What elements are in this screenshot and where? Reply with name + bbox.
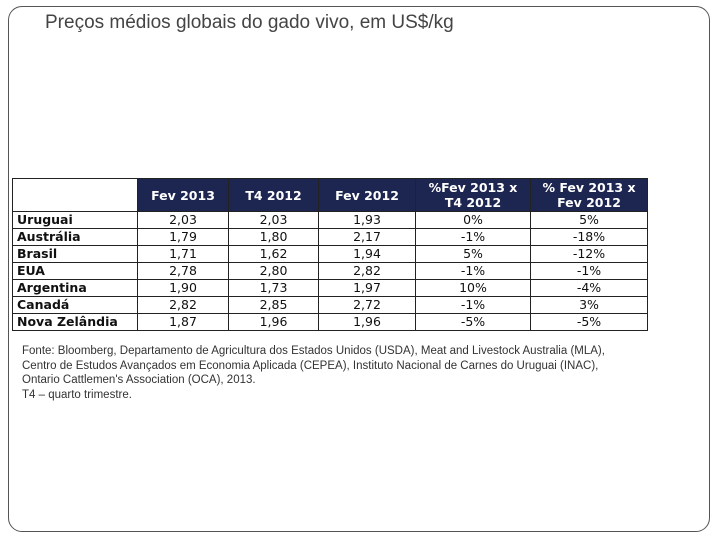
footnote-line: T4 – quarto trimestre. [22, 388, 132, 401]
cell: 1,80 [228, 228, 319, 246]
cell: -12% [530, 245, 648, 263]
cell: 10% [415, 279, 531, 297]
table-row: Austrália 1,79 1,80 2,17 -1% -18% [12, 228, 648, 246]
slide-title: Preços médios globais do gado vivo, em U… [45, 12, 454, 33]
row-label: EUA [12, 262, 138, 280]
table-row: Canadá 2,82 2,85 2,72 -1% 3% [12, 296, 648, 314]
cell: -1% [415, 296, 531, 314]
footnote: Fonte: Bloomberg, Departamento de Agricu… [22, 344, 605, 402]
row-label: Uruguai [12, 211, 138, 229]
cell: -1% [415, 228, 531, 246]
table-row: Uruguai 2,03 2,03 1,93 0% 5% [12, 211, 648, 229]
cell: 2,82 [137, 296, 229, 314]
cell: 0% [415, 211, 531, 229]
cell: 1,93 [318, 211, 416, 229]
header-cell: Fev 2013 [137, 178, 229, 212]
row-label: Brasil [12, 245, 138, 263]
cell: 1,73 [228, 279, 319, 297]
cell: 2,17 [318, 228, 416, 246]
row-label: Austrália [12, 228, 138, 246]
cell: 2,03 [228, 211, 319, 229]
row-label: Canadá [12, 296, 138, 314]
cell: -1% [415, 262, 531, 280]
cell: 1,96 [318, 313, 416, 331]
cell: 2,85 [228, 296, 319, 314]
cell: 5% [415, 245, 531, 263]
cell: -18% [530, 228, 648, 246]
cell: 1,90 [137, 279, 229, 297]
price-table: Fev 2013 T4 2012 Fev 2012 %Fev 2013 x T4 20… [12, 178, 648, 331]
cell: 1,79 [137, 228, 229, 246]
cell: 1,71 [137, 245, 229, 263]
header-cell: Fev 2012 [318, 178, 416, 212]
cell: -5% [415, 313, 531, 331]
cell: 1,96 [228, 313, 319, 331]
table-row: EUA 2,78 2,80 2,82 -1% -1% [12, 262, 648, 280]
cell: -1% [530, 262, 648, 280]
cell: 2,80 [228, 262, 319, 280]
header-cell: % Fev 2013 x Fev 2012 [530, 178, 648, 212]
table-body: Uruguai 2,03 2,03 1,93 0% 5% Austrália 1,79 1,80… [12, 211, 648, 331]
cell: 2,82 [318, 262, 416, 280]
table-row: Nova Zelândia 1,87 1,96 1,96 -5% -5% [12, 313, 648, 331]
header-cell: T4 2012 [228, 178, 319, 212]
footnote-line: Ontario Cattlemen's Association (OCA), 2… [22, 374, 256, 386]
footnote-line: Centro de Estudos Avançados em Economia … [22, 359, 599, 372]
footnote-line: Fonte: Bloomberg, Departamento de Agricu… [22, 345, 605, 357]
cell: 2,03 [137, 211, 229, 229]
cell: 1,97 [318, 279, 416, 297]
cell: 2,78 [137, 262, 229, 280]
slide-frame [8, 6, 710, 532]
header-row: Fev 2013 T4 2012 Fev 2012 %Fev 2013 x T4 20… [12, 178, 648, 212]
cell: -5% [530, 313, 648, 331]
cell: -4% [530, 279, 648, 297]
cell: 1,62 [228, 245, 319, 263]
header-cell: %Fev 2013 x T4 2012 [415, 178, 531, 212]
cell: 1,87 [137, 313, 229, 331]
table-row: Argentina 1,90 1,73 1,97 10% -4% [12, 279, 648, 297]
table-row: Brasil 1,71 1,62 1,94 5% -12% [12, 245, 648, 263]
row-label: Argentina [12, 279, 138, 297]
cell: 1,94 [318, 245, 416, 263]
cell: 2,72 [318, 296, 416, 314]
cell: 3% [530, 296, 648, 314]
corner-cell [12, 178, 138, 212]
row-label: Nova Zelândia [12, 313, 138, 331]
cell: 5% [530, 211, 648, 229]
